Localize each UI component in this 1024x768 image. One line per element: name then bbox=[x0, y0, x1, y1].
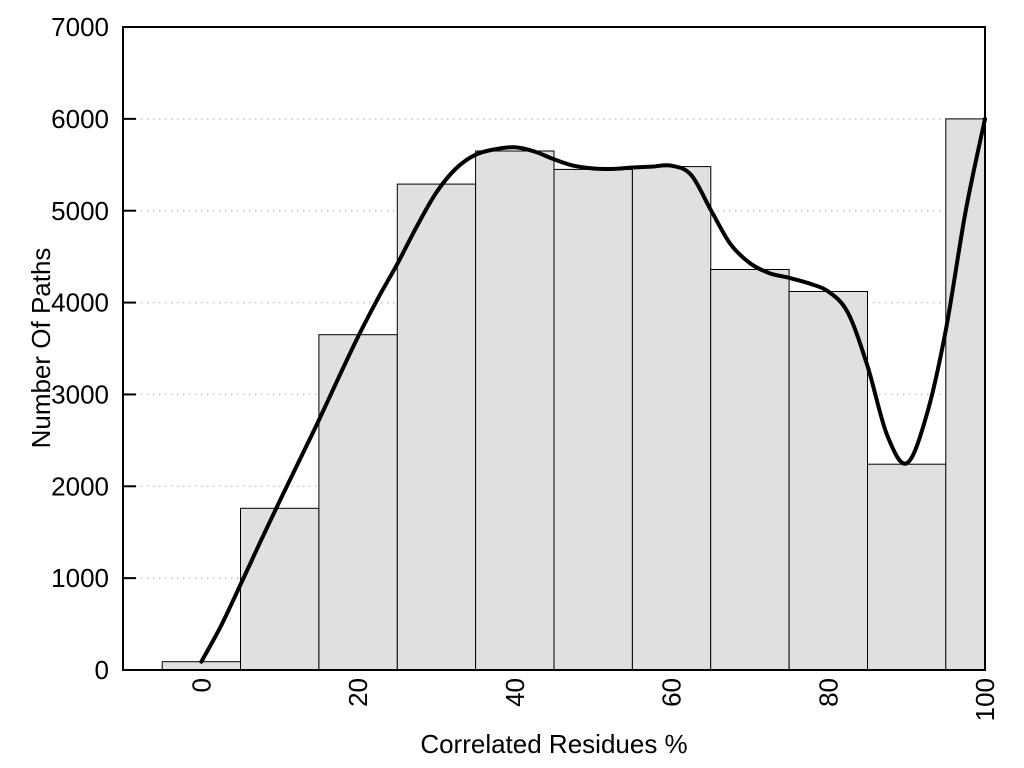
y-axis-ticks: 0 1000 2000 3000 4000 5000 6000 7000 bbox=[51, 12, 136, 685]
x-axis-ticks: 0 20 40 60 80 100 bbox=[186, 678, 1000, 721]
histogram-bar bbox=[553, 168, 633, 671]
x-tick-label: 80 bbox=[813, 678, 843, 707]
density-curve bbox=[199, 116, 987, 664]
histogram-bar bbox=[631, 166, 712, 671]
y-tick-label: 7000 bbox=[51, 12, 109, 42]
y-axis-title: Number Of Paths bbox=[26, 248, 56, 449]
histogram-bar bbox=[240, 507, 320, 671]
x-tick-label: 60 bbox=[657, 678, 687, 707]
histogram-bar bbox=[788, 291, 868, 671]
x-tick-label: 40 bbox=[500, 678, 530, 707]
histogram-bar bbox=[318, 334, 398, 671]
x-tick-label: 100 bbox=[970, 678, 1000, 721]
histogram-bar bbox=[475, 150, 555, 671]
y-tick-label: 1000 bbox=[51, 563, 109, 593]
y-tick-label: 2000 bbox=[51, 471, 109, 501]
histogram-bar bbox=[945, 118, 986, 671]
plot-border bbox=[122, 26, 986, 671]
y-tick-label: 3000 bbox=[51, 380, 109, 410]
y-tick-label: 5000 bbox=[51, 196, 109, 226]
histogram-bar bbox=[396, 183, 477, 671]
histogram-bar bbox=[710, 269, 790, 671]
x-tick-label: 0 bbox=[186, 678, 216, 692]
y-tick-label: 4000 bbox=[51, 288, 109, 318]
y-tick-label: 6000 bbox=[51, 104, 109, 134]
y-tick-label: 0 bbox=[95, 655, 109, 685]
x-tick-label: 20 bbox=[343, 678, 373, 707]
histogram-bar bbox=[867, 463, 947, 671]
x-axis-title: Correlated Residues % bbox=[420, 729, 687, 759]
